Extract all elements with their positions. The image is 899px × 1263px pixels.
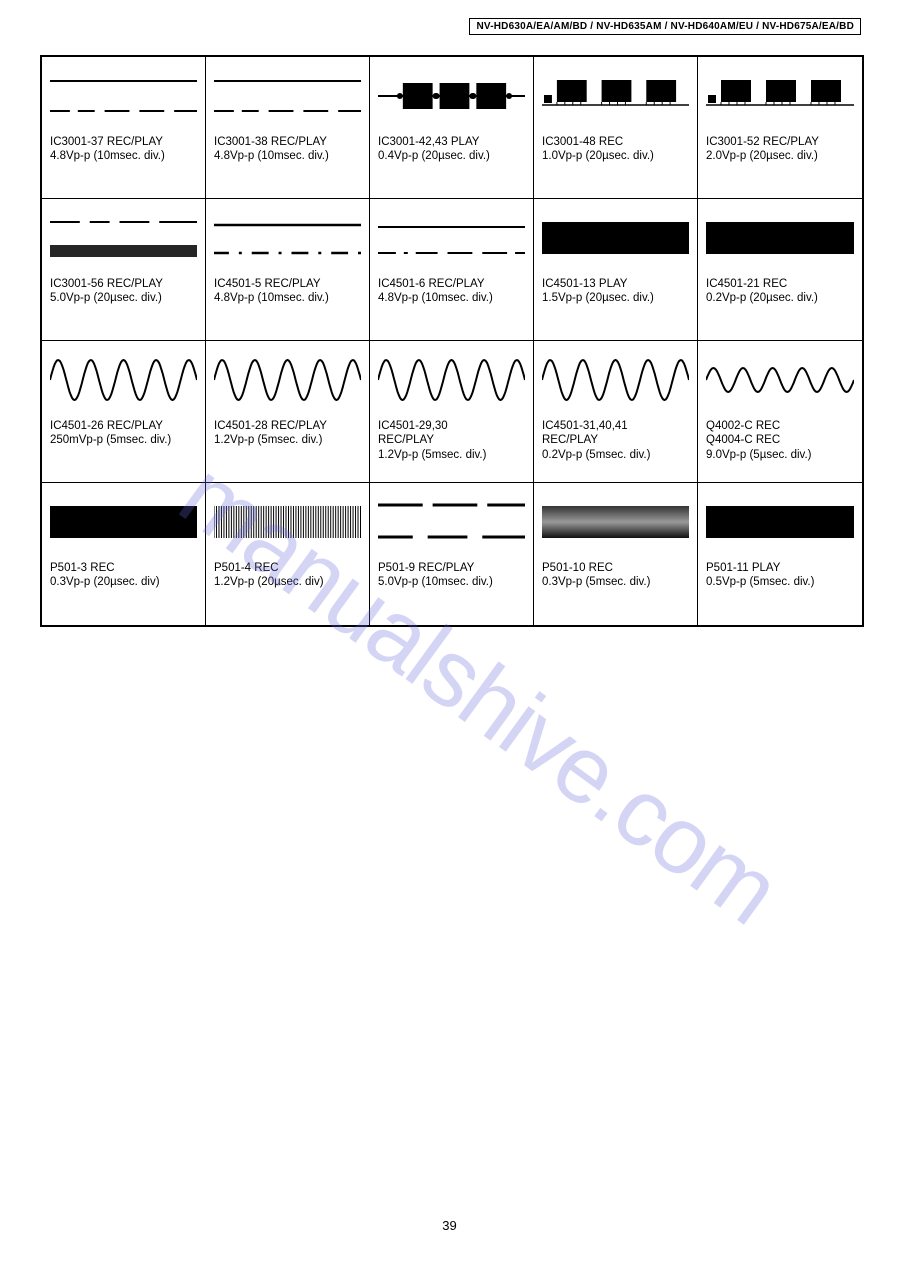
waveform-cell: Q4002-C RECQ4004-C REC9.0Vp-p (5µsec. di… — [698, 341, 862, 483]
waveform-cell: IC4501-6 REC/PLAY4.8Vp-p (10msec. div.) — [370, 199, 534, 341]
waveform-trace — [542, 65, 689, 127]
waveform-label: IC3001-52 REC/PLAY2.0Vp-p (20µsec. div.) — [706, 135, 854, 164]
waveform-trace — [542, 491, 689, 553]
waveform-label: IC3001-56 REC/PLAY5.0Vp-p (20µsec. div.) — [50, 277, 197, 306]
waveform-trace — [542, 349, 689, 411]
waveform-trace — [214, 349, 361, 411]
waveform-trace — [378, 207, 525, 269]
waveform-label: P501-4 REC1.2Vp-p (20µsec. div) — [214, 561, 361, 590]
waveform-cell: IC3001-48 REC1.0Vp-p (20µsec. div.) — [534, 57, 698, 199]
waveform-cell: IC4501-13 PLAY1.5Vp-p (20µsec. div.) — [534, 199, 698, 341]
waveform-cell: IC4501-31,40,41REC/PLAY0.2Vp-p (5msec. d… — [534, 341, 698, 483]
waveform-trace — [542, 207, 689, 269]
waveform-cell: IC4501-5 REC/PLAY4.8Vp-p (10msec. div.) — [206, 199, 370, 341]
waveform-cell: P501-11 PLAY0.5Vp-p (5msec. div.) — [698, 483, 862, 625]
waveform-label: IC3001-37 REC/PLAY4.8Vp-p (10msec. div.) — [50, 135, 197, 164]
waveform-cell: P501-10 REC0.3Vp-p (5msec. div.) — [534, 483, 698, 625]
waveform-label: Q4002-C RECQ4004-C REC9.0Vp-p (5µsec. di… — [706, 419, 854, 462]
waveform-label: P501-10 REC0.3Vp-p (5msec. div.) — [542, 561, 689, 590]
waveform-label: IC4501-28 REC/PLAY1.2Vp-p (5msec. div.) — [214, 419, 361, 448]
waveform-trace — [50, 65, 197, 127]
waveform-trace — [50, 349, 197, 411]
waveform-trace — [378, 349, 525, 411]
waveform-trace — [706, 65, 854, 127]
waveform-trace — [50, 207, 197, 269]
waveform-cell: P501-9 REC/PLAY5.0Vp-p (10msec. div.) — [370, 483, 534, 625]
waveform-label: IC4501-13 PLAY1.5Vp-p (20µsec. div.) — [542, 277, 689, 306]
waveform-cell: IC4501-26 REC/PLAY250mVp-p (5msec. div.) — [42, 341, 206, 483]
waveform-trace — [378, 491, 525, 553]
waveform-cell: P501-3 REC0.3Vp-p (20µsec. div) — [42, 483, 206, 625]
waveform-label: IC4501-21 REC0.2Vp-p (20µsec. div.) — [706, 277, 854, 306]
waveform-label: P501-9 REC/PLAY5.0Vp-p (10msec. div.) — [378, 561, 525, 590]
waveform-cell: P501-4 REC1.2Vp-p (20µsec. div) — [206, 483, 370, 625]
waveform-cell: IC4501-21 REC0.2Vp-p (20µsec. div.) — [698, 199, 862, 341]
waveform-label: IC4501-29,30REC/PLAY1.2Vp-p (5msec. div.… — [378, 419, 525, 462]
page-number: 39 — [0, 1218, 899, 1233]
waveform-label: IC3001-48 REC1.0Vp-p (20µsec. div.) — [542, 135, 689, 164]
waveform-cell: IC4501-28 REC/PLAY1.2Vp-p (5msec. div.) — [206, 341, 370, 483]
waveform-trace — [50, 491, 197, 553]
waveform-trace — [706, 491, 854, 553]
waveform-trace — [706, 207, 854, 269]
waveform-cell: IC4501-29,30REC/PLAY1.2Vp-p (5msec. div.… — [370, 341, 534, 483]
waveform-trace — [214, 207, 361, 269]
waveform-cell: IC3001-38 REC/PLAY4.8Vp-p (10msec. div.) — [206, 57, 370, 199]
waveform-label: IC4501-5 REC/PLAY4.8Vp-p (10msec. div.) — [214, 277, 361, 306]
waveform-cell: IC3001-37 REC/PLAY4.8Vp-p (10msec. div.) — [42, 57, 206, 199]
waveform-label: IC3001-38 REC/PLAY4.8Vp-p (10msec. div.) — [214, 135, 361, 164]
waveform-label: IC3001-42,43 PLAY0.4Vp-p (20µsec. div.) — [378, 135, 525, 164]
waveform-cell: IC3001-52 REC/PLAY2.0Vp-p (20µsec. div.) — [698, 57, 862, 199]
waveform-label: IC4501-6 REC/PLAY4.8Vp-p (10msec. div.) — [378, 277, 525, 306]
waveform-trace — [706, 349, 854, 411]
waveform-label: P501-3 REC0.3Vp-p (20µsec. div) — [50, 561, 197, 590]
waveform-grid: IC3001-37 REC/PLAY4.8Vp-p (10msec. div.)… — [40, 55, 864, 627]
waveform-trace — [214, 65, 361, 127]
waveform-cell: IC3001-56 REC/PLAY5.0Vp-p (20µsec. div.) — [42, 199, 206, 341]
waveform-cell: IC3001-42,43 PLAY0.4Vp-p (20µsec. div.) — [370, 57, 534, 199]
model-header: NV-HD630A/EA/AM/BD / NV-HD635AM / NV-HD6… — [469, 18, 861, 35]
waveform-trace — [378, 65, 525, 127]
waveform-label: IC4501-26 REC/PLAY250mVp-p (5msec. div.) — [50, 419, 197, 448]
waveform-label: IC4501-31,40,41REC/PLAY0.2Vp-p (5msec. d… — [542, 419, 689, 462]
waveform-trace — [214, 491, 361, 553]
waveform-label: P501-11 PLAY0.5Vp-p (5msec. div.) — [706, 561, 854, 590]
